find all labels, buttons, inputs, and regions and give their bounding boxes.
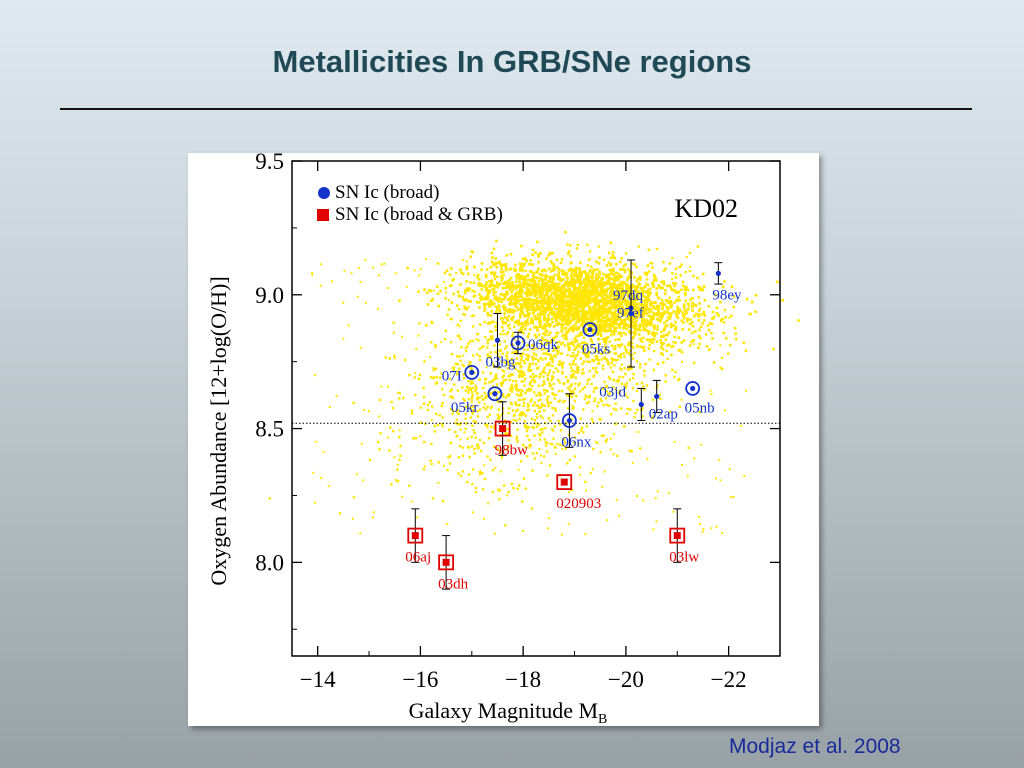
legend-marker-square: [317, 209, 329, 221]
kd02-annotation: KD02: [674, 194, 738, 223]
point-label: 03bg: [485, 354, 516, 370]
point-label: 98bw: [495, 443, 529, 459]
point-label: 05kr: [451, 400, 479, 416]
point-ring: [582, 322, 598, 337]
point-label: 02ap: [649, 406, 678, 422]
point-label: 98ey: [712, 287, 742, 303]
data-point-circle: [715, 270, 721, 276]
x-tick-label: −22: [711, 667, 747, 692]
point-ring: [464, 364, 480, 380]
point-ring: [669, 527, 686, 544]
point-label: 03lw: [669, 550, 699, 566]
data-point-square: [560, 478, 568, 486]
data-point-square: [499, 425, 507, 433]
point-label: 03dh: [438, 576, 469, 592]
x-tick-label: −16: [402, 667, 438, 692]
data-point-square: [673, 532, 681, 540]
slide-title: Metallicities In GRB/SNe regions: [272, 44, 752, 79]
y-tick-label: 9.5: [255, 153, 284, 174]
galaxy-cloud: [268, 230, 800, 536]
data-point-circle: [494, 337, 501, 343]
point-label: 05ks: [582, 342, 611, 358]
point-label: 07I: [442, 368, 462, 384]
point-label: 05nb: [685, 400, 715, 416]
data-point-square: [442, 558, 450, 566]
y-tick-label: 8.5: [255, 417, 284, 442]
data-point-circle: [515, 340, 521, 346]
point-ring: [407, 527, 424, 544]
point-label: 06qk: [528, 337, 559, 353]
data-point-circle: [566, 417, 572, 424]
data-point-square: [411, 532, 419, 540]
y-axis-label: Oxygen Abundance [12+log(O/H)]: [206, 276, 231, 585]
data-point-circle: [690, 385, 696, 392]
ticks-group: −14 −16 −18 −20 −22 8.0 8.5 9.0 9.5: [255, 153, 780, 692]
galaxy-cloud-points: [268, 230, 800, 536]
data-point-circle: [638, 401, 644, 408]
legend-label: SN Ic (broad): [335, 182, 439, 203]
data-point-circle: [587, 326, 593, 333]
citation: Modjaz et al. 2008: [729, 735, 901, 758]
point-ring: [438, 554, 455, 571]
x-tick-label: −14: [300, 667, 336, 692]
data-point-circle: [469, 369, 475, 375]
y-tick-label: 8.0: [255, 550, 284, 575]
x-axis-label: Galaxy Magnitude MB: [409, 698, 608, 726]
point-ring: [494, 420, 511, 437]
legend-group: SN Ic (broad)SN Ic (broad & GRB): [317, 182, 503, 225]
legend-marker-circle: [318, 187, 330, 199]
axes-frame: [291, 160, 781, 657]
point-ring: [510, 335, 526, 351]
axes-frame-group: [291, 160, 781, 657]
point-ring: [685, 381, 701, 396]
data-point-circle: [492, 391, 498, 397]
chart-figure: −14 −16 −18 −20 −22 8.0 8.5 9.0 9.5 98ey 97dq 97ef…: [188, 153, 819, 726]
x-axis-label-main: Galaxy Magnitude M: [409, 698, 598, 723]
title-divider: [60, 108, 972, 110]
x-tick-label: −18: [505, 667, 541, 692]
point-label: 06nx: [561, 435, 592, 451]
x-axis-label-subscript: B: [598, 712, 607, 726]
point-label: 06aj: [405, 550, 431, 566]
metallicity-chart: −14 −16 −18 −20 −22 8.0 8.5 9.0 9.5 98ey 97dq 97ef…: [206, 153, 800, 726]
data-point-circle: [628, 310, 634, 317]
point-label: 97ef: [617, 306, 644, 322]
legend-label: SN Ic (broad & GRB): [335, 204, 503, 225]
y-tick-label: 9.0: [255, 283, 284, 308]
data-point-circle: [654, 393, 660, 400]
point-label: 03jd: [599, 384, 626, 400]
point-ring: [561, 413, 577, 428]
x-tick-label: −20: [608, 667, 644, 692]
point-ring: [487, 386, 503, 402]
point-label: 020903: [556, 496, 601, 512]
point-label: 97dq: [613, 288, 644, 304]
data-points-group: 98ey 97dq 97ef 05ks 06qk 03bg 07I 05kr 06nx 03jd 0…: [405, 259, 742, 592]
point-ring: [556, 474, 573, 490]
